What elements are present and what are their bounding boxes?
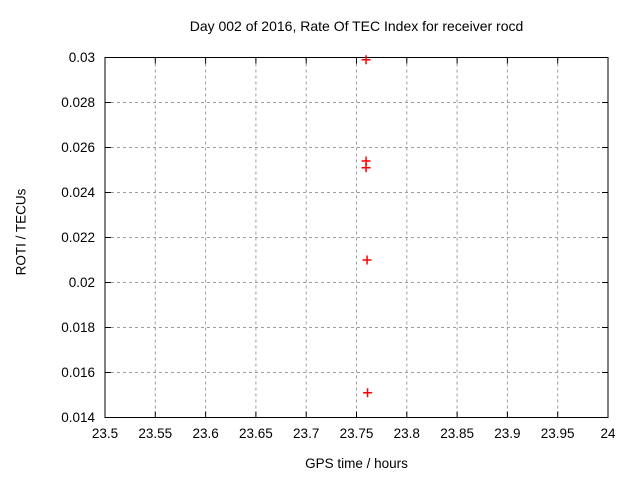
x-tick-label: 23.65 (238, 426, 273, 441)
x-tick-label: 23.5 (91, 426, 119, 441)
y-tick-label: 0.028 (61, 94, 95, 110)
x-tick-label: 23.7 (293, 426, 320, 441)
y-tick-label: 0.03 (68, 49, 95, 65)
y-tick-label: 0.018 (61, 319, 95, 335)
x-tick-label: 23.55 (138, 426, 173, 441)
x-tick-label: 23.95 (540, 426, 575, 441)
y-tick-label: 0.026 (61, 139, 95, 155)
y-tick-label: 0.014 (61, 409, 95, 425)
chart-title: Day 002 of 2016, Rate Of TEC Index for r… (189, 18, 524, 34)
y-tick-label: 0.022 (61, 229, 95, 245)
y-tick-label: 0.016 (61, 364, 95, 380)
x-axis-label: GPS time / hours (305, 456, 408, 471)
x-tick-label: 23.8 (393, 426, 420, 441)
x-tick-label: 23.9 (494, 426, 521, 441)
x-tick-label: 23.85 (440, 426, 474, 441)
x-tick-label: 23.6 (192, 426, 219, 441)
y-tick-label: 0.024 (61, 184, 95, 200)
x-tick-label: 23.75 (339, 426, 374, 441)
x-tick-label: 24 (600, 426, 616, 441)
y-tick-label: 0.02 (68, 274, 95, 290)
